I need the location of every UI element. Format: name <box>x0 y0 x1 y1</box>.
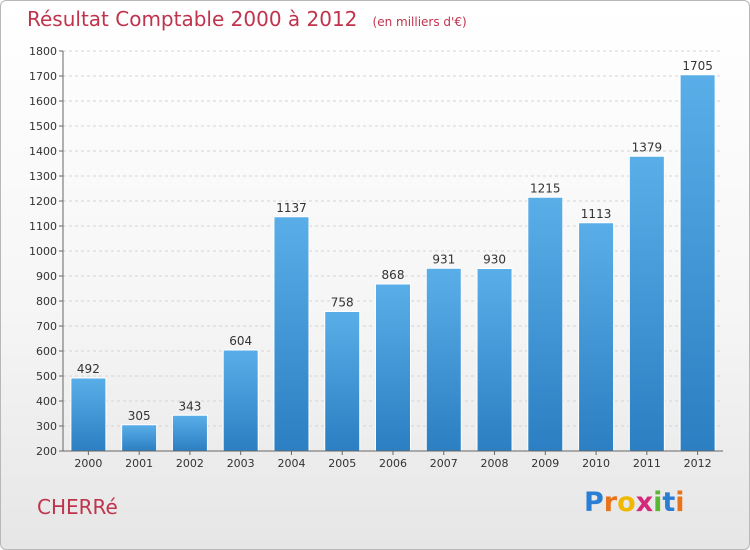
y-tick-label: 600 <box>36 345 57 358</box>
y-tick-label: 1200 <box>29 195 57 208</box>
bar-2011 <box>628 155 665 452</box>
logo-letter: i <box>675 487 685 518</box>
data-label: 1113 <box>581 207 612 221</box>
axes: 200 300 400 500 600 700 800 900 1000 1100 1200 1300… <box>29 45 723 470</box>
y-tick-label: 1600 <box>29 95 57 108</box>
logo-letter: i <box>653 487 663 518</box>
x-tick-label: 2000 <box>74 457 102 470</box>
bars: 492 305 343 604 1137 758 868 931 930 1215 1113 1379… <box>70 59 716 452</box>
x-tick-label: 2008 <box>481 457 509 470</box>
y-tick-label: 300 <box>36 420 57 433</box>
bar-2012 <box>679 74 716 452</box>
data-label: 1379 <box>632 140 663 154</box>
x-tick-label: 2005 <box>328 457 356 470</box>
y-tick-label: 1000 <box>29 245 57 258</box>
y-tick-label: 700 <box>36 320 57 333</box>
bar-2010 <box>578 222 615 452</box>
city-name: CHERRé <box>37 495 118 519</box>
logo-letter: P <box>584 487 604 518</box>
bar-2000 <box>70 377 107 452</box>
bar-2006 <box>375 283 411 452</box>
data-label: 930 <box>483 253 506 267</box>
logo-letter: o <box>617 487 636 518</box>
y-tick-label: 1400 <box>29 145 57 158</box>
bar-2007 <box>425 267 462 452</box>
x-tick-label: 2011 <box>633 457 661 470</box>
logo-letter: x <box>635 487 654 518</box>
data-label: 931 <box>432 252 455 266</box>
y-tick-label: 1800 <box>29 45 57 58</box>
x-tick-label: 2012 <box>684 457 712 470</box>
y-tick-label: 1700 <box>29 70 57 83</box>
y-tick-label: 200 <box>36 445 57 458</box>
x-tick-label: 2006 <box>379 457 407 470</box>
data-label: 343 <box>178 399 201 413</box>
title-row: Résultat Comptable 2000 à 2012 (en milli… <box>27 7 467 31</box>
data-label: 868 <box>382 268 405 282</box>
bar-2009 <box>527 196 564 452</box>
chart-subtitle: (en milliers d'€) <box>372 15 467 29</box>
y-tick-label: 800 <box>36 295 57 308</box>
x-tick-label: 2004 <box>277 457 305 470</box>
logo-letter: t <box>662 487 676 518</box>
bar-2001 <box>121 424 158 452</box>
data-label: 758 <box>331 296 354 310</box>
data-label: 1137 <box>276 201 307 215</box>
y-tick-label: 500 <box>36 370 57 383</box>
data-label: 305 <box>128 409 151 423</box>
y-tick-label: 1500 <box>29 120 57 133</box>
chart-title: Résultat Comptable 2000 à 2012 <box>27 7 358 31</box>
bar-2004 <box>273 216 310 452</box>
data-label: 1215 <box>530 181 561 195</box>
data-label: 1705 <box>682 59 713 73</box>
bar-2008 <box>476 268 513 452</box>
y-tick-label: 1300 <box>29 170 57 183</box>
bar-2005 <box>324 311 361 452</box>
data-label: 492 <box>77 362 100 376</box>
data-label: 604 <box>229 334 252 348</box>
x-tick-label: 2009 <box>531 457 559 470</box>
x-tick-label: 2007 <box>430 457 458 470</box>
logo-letter: r <box>603 487 618 518</box>
x-tick-label: 2001 <box>125 457 153 470</box>
x-tick-label: 2010 <box>582 457 610 470</box>
x-tick-label: 2002 <box>176 457 204 470</box>
bar-2002 <box>171 414 208 452</box>
proxiti-logo: Proxiti <box>584 487 685 518</box>
y-tick-label: 900 <box>36 270 57 283</box>
bar-2003 <box>222 349 259 452</box>
y-tick-label: 400 <box>36 395 57 408</box>
y-tick-label: 1100 <box>29 220 57 233</box>
x-tick-label: 2003 <box>227 457 255 470</box>
